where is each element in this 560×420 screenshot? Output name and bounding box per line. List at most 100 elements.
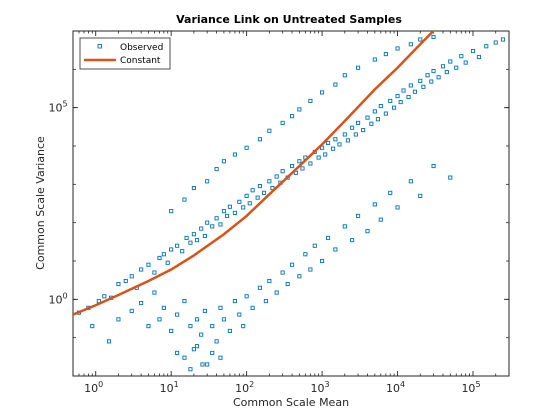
- observed-point: [232, 152, 237, 157]
- observed-point: [342, 132, 347, 137]
- observed-point: [361, 128, 366, 133]
- observed-point: [375, 117, 381, 122]
- observed-point: [395, 94, 400, 99]
- observed-point: [200, 362, 205, 367]
- observed-point: [312, 243, 317, 248]
- observed-point: [280, 270, 285, 275]
- observed-point: [255, 195, 260, 200]
- observed-point: [440, 64, 446, 69]
- observed-point: [214, 167, 219, 172]
- observed-point: [459, 54, 464, 59]
- observed-point: [199, 226, 204, 231]
- observed-point: [333, 82, 338, 87]
- observed-point: [214, 339, 219, 344]
- observed-point: [205, 179, 210, 184]
- observed-point: [431, 163, 436, 169]
- observed-point: [392, 105, 397, 110]
- observed-point: [342, 73, 347, 78]
- observed-point: [261, 190, 267, 195]
- observed-point: [169, 209, 174, 214]
- observed-point: [388, 98, 393, 103]
- observed-point: [356, 65, 361, 70]
- observed-point: [290, 163, 295, 169]
- observed-point: [484, 44, 489, 49]
- observed-point: [202, 233, 207, 239]
- observed-point: [308, 98, 313, 103]
- observed-point: [188, 240, 193, 245]
- observed-point: [232, 210, 237, 215]
- legend-marker-observed: [97, 44, 102, 49]
- observed-point: [300, 166, 305, 171]
- observed-point: [365, 229, 370, 234]
- observed-point: [102, 294, 107, 299]
- observed-point: [418, 37, 423, 42]
- observed-point: [476, 54, 482, 60]
- observed-point: [350, 238, 355, 243]
- legend-label-observed: Observed: [120, 43, 163, 53]
- observed-point: [372, 109, 377, 114]
- observed-point: [353, 132, 358, 137]
- chart-title: Variance Link on Untreated Samples: [176, 13, 402, 26]
- observed-point: [227, 204, 232, 209]
- observed-point: [191, 185, 196, 191]
- observed-point: [345, 138, 350, 143]
- observed-point: [146, 324, 151, 329]
- observed-point: [431, 34, 436, 39]
- observed-point: [210, 224, 215, 229]
- y-axis-title: Common Scale Variance: [34, 136, 47, 270]
- observed-point: [342, 224, 347, 229]
- y-tick-label: 105: [48, 100, 67, 115]
- observed-point: [90, 324, 95, 329]
- observed-point: [308, 161, 313, 166]
- observed-point: [320, 90, 325, 95]
- observed-point: [116, 317, 121, 322]
- observed-point: [161, 305, 166, 310]
- observed-point: [218, 305, 223, 310]
- observed-point: [431, 69, 436, 74]
- observed-point: [218, 355, 223, 360]
- x-tick-label: 102: [235, 380, 254, 395]
- observed-point: [157, 317, 162, 322]
- observed-point: [257, 137, 262, 142]
- observed-point: [406, 94, 411, 100]
- observed-point: [241, 205, 246, 210]
- observed-point: [365, 115, 370, 120]
- observed-point: [274, 290, 279, 295]
- observed-point: [290, 114, 295, 119]
- observed-point: [175, 312, 180, 317]
- observed-point: [123, 278, 128, 284]
- observed-point: [257, 285, 262, 290]
- x-tick-label: 105: [461, 380, 480, 395]
- observed-point: [202, 308, 207, 313]
- observed-point: [493, 40, 498, 45]
- observed-point: [180, 249, 185, 254]
- observed-point: [221, 317, 226, 322]
- x-tick-label: 103: [311, 380, 330, 395]
- observed-point: [436, 75, 441, 80]
- observed-point: [418, 193, 423, 198]
- series-constant: [73, 31, 436, 316]
- observed-point: [290, 262, 295, 267]
- observed-point: [401, 88, 406, 93]
- observed-point: [331, 146, 336, 151]
- observed-point: [194, 238, 200, 243]
- observed-point: [210, 350, 215, 355]
- observed-point: [184, 235, 189, 240]
- observed-point: [244, 193, 249, 198]
- observed-point: [448, 175, 453, 180]
- observed-point: [356, 120, 361, 125]
- observed-point: [129, 274, 134, 279]
- observed-point: [408, 83, 413, 88]
- observed-point: [221, 209, 226, 214]
- observed-point: [326, 235, 331, 240]
- observed-point: [221, 159, 226, 164]
- observed-point: [227, 328, 232, 333]
- observed-point: [224, 213, 230, 218]
- observed-point: [169, 328, 174, 333]
- observed-point: [146, 262, 151, 267]
- series-observed: [76, 34, 506, 372]
- observed-point: [303, 252, 308, 257]
- observed-point: [191, 347, 196, 352]
- observed-point: [297, 107, 302, 112]
- observed-point: [421, 84, 426, 89]
